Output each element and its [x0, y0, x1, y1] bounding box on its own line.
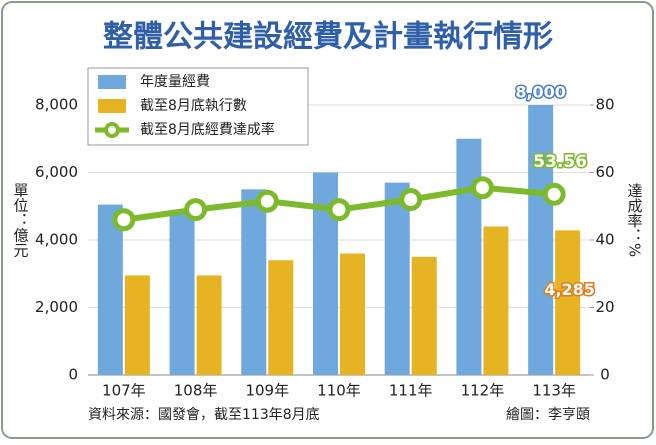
bar [124, 275, 150, 375]
y-tick-label: 8,000 [35, 96, 78, 114]
x-tick-label: 108年 [174, 382, 218, 400]
bar [268, 260, 294, 375]
bar [97, 204, 123, 375]
bar [411, 256, 437, 375]
bar [241, 189, 267, 375]
chart-title: 整體公共建設經費及計畫執行情形 [103, 20, 553, 55]
legend-swatch [98, 75, 126, 89]
y2-tick-label: 80 [595, 96, 614, 114]
bar [384, 182, 410, 375]
line-point [255, 189, 279, 213]
x-tick-label: 112年 [461, 382, 505, 400]
value-label: 53.56 [533, 152, 587, 172]
legend-swatch [98, 99, 126, 113]
bar [196, 275, 222, 375]
y2-tick-label: 0 [600, 366, 610, 384]
bar [169, 213, 195, 375]
legend-label: 截至8月底執行數 [140, 98, 247, 114]
y-tick-label: 2,000 [35, 298, 78, 316]
bar [456, 138, 482, 375]
y2-axis-label: 達成率：% [626, 183, 644, 257]
bar [528, 105, 554, 375]
value-label: 8,000 [515, 83, 566, 102]
credit: 繪圖：李亨頤 [506, 406, 590, 423]
y-axis-label: 單位：億元 [12, 183, 30, 259]
line-point [542, 182, 566, 206]
x-tick-label: 109年 [245, 382, 289, 400]
y2-tick-label: 60 [595, 163, 614, 181]
line-point [184, 198, 208, 222]
bar [340, 253, 365, 375]
bar [483, 226, 509, 375]
y-tick-label: 4,000 [35, 231, 78, 249]
line-point [470, 176, 494, 200]
line-point [112, 208, 136, 232]
line-point [399, 188, 423, 211]
y-tick-label: 6,000 [35, 163, 78, 181]
x-tick-label: 110年 [317, 382, 361, 400]
x-tick-label: 107年 [102, 382, 146, 400]
x-tick-label: 113年 [532, 382, 576, 400]
bar [555, 230, 581, 375]
value-label: 4,285 [544, 280, 595, 299]
legend-swatch [104, 122, 120, 138]
y2-tick-label: 40 [595, 231, 614, 249]
legend-label: 年度量經費 [140, 74, 210, 90]
source: 資料來源：國發會，截至113年8月底 [88, 407, 320, 423]
x-tick-label: 111年 [389, 382, 433, 400]
y2-tick-label: 20 [595, 298, 614, 316]
legend-label: 截至8月底經費達成率 [140, 121, 275, 138]
y-tick-label: 0 [68, 366, 78, 384]
line-point [327, 198, 351, 222]
